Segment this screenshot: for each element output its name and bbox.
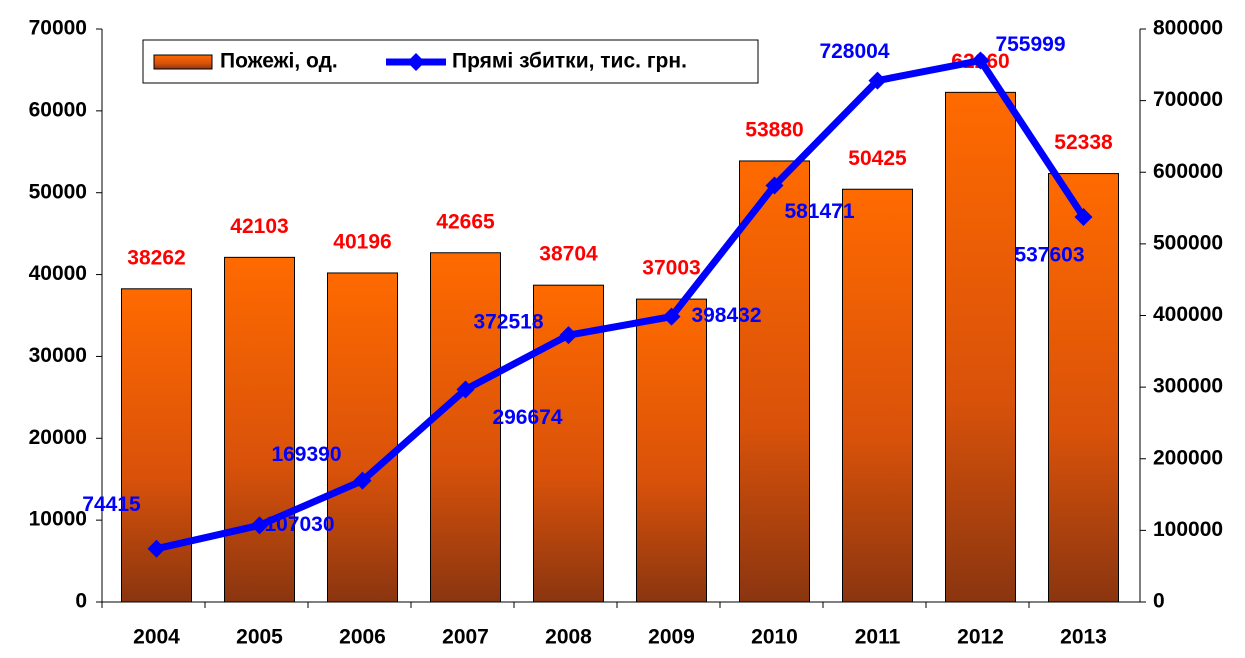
bar-value-label: 42103: [230, 215, 288, 238]
line: [155, 57, 1087, 553]
bar: [739, 160, 810, 603]
line-marker: [662, 307, 681, 326]
x-tick-label: 2012: [957, 626, 1004, 649]
bar: [327, 272, 398, 603]
x-tick-label: 2004: [133, 626, 180, 649]
bar: [842, 188, 913, 603]
x-tick-label: 2007: [442, 626, 489, 649]
x-tick-label: 2005: [236, 626, 283, 649]
line-marker: [1074, 207, 1093, 226]
bar-value-label: 38704: [539, 243, 598, 266]
legend-marker: [407, 53, 425, 71]
y2-tick-label: 300000: [1153, 375, 1223, 398]
bar-value-label: 37003: [642, 257, 700, 280]
y2-tick-label: 600000: [1153, 160, 1223, 183]
x-tick-label: 2009: [648, 626, 695, 649]
legend-swatch: [153, 54, 213, 70]
line-marker: [971, 51, 990, 70]
bar-value-label: 38262: [127, 246, 185, 269]
y-tick-label: 60000: [29, 98, 87, 121]
legend-label: Пожежі, од.: [220, 50, 338, 73]
y-tick-label: 50000: [29, 180, 87, 203]
line-marker: [353, 471, 372, 490]
bar-value-label: 50425: [848, 147, 907, 170]
line-value-label: 755999: [995, 33, 1065, 56]
line-value-label: 296674: [492, 406, 562, 429]
line-marker: [456, 380, 475, 399]
legend-label: Прямі збитки, тис. грн.: [452, 50, 687, 73]
bar-value-label: 52338: [1054, 131, 1113, 154]
bar: [1048, 173, 1119, 603]
y-tick-label: 0: [75, 590, 87, 613]
line-marker: [765, 176, 784, 195]
bar-value-label: 40196: [333, 231, 391, 254]
y-tick-label: 70000: [29, 17, 87, 40]
bar: [945, 91, 1016, 603]
x-tick-label: 2008: [545, 626, 592, 649]
bar-value-label: 42665: [436, 210, 495, 233]
x-tick-label: 2010: [751, 626, 798, 649]
line-marker: [559, 326, 578, 345]
x-tick-label: 2011: [855, 626, 901, 649]
line-value-label: 398432: [691, 304, 761, 327]
y2-tick-label: 100000: [1153, 518, 1223, 541]
line-marker: [868, 71, 887, 90]
y2-tick-label: 700000: [1153, 88, 1223, 111]
line-value-label: 74415: [82, 493, 141, 516]
x-tick-label: 2013: [1060, 626, 1107, 649]
line-value-label: 107030: [264, 513, 334, 536]
line-value-label: 372518: [473, 311, 543, 334]
line-marker: [250, 516, 269, 535]
bar: [430, 252, 501, 603]
bar-value-label: 53880: [745, 119, 803, 142]
x-tick-label: 2006: [339, 626, 386, 649]
y-tick-label: 40000: [29, 262, 87, 285]
y-tick-label: 10000: [29, 508, 87, 531]
y2-tick-label: 200000: [1153, 446, 1223, 469]
y2-tick-label: 800000: [1153, 17, 1223, 40]
y2-tick-label: 400000: [1153, 303, 1223, 326]
line-value-label: 169390: [271, 443, 341, 466]
y-tick-label: 20000: [29, 426, 87, 449]
y2-tick-label: 0: [1153, 590, 1165, 613]
bar: [636, 298, 707, 603]
y2-tick-label: 500000: [1153, 231, 1223, 254]
line-value-label: 581471: [784, 200, 854, 223]
legend-box: [142, 39, 759, 84]
y-tick-label: 30000: [29, 344, 87, 367]
line-marker: [147, 539, 166, 558]
line-value-label: 728004: [819, 40, 889, 63]
bar: [224, 256, 295, 603]
line-value-label: 537603: [1014, 243, 1084, 266]
